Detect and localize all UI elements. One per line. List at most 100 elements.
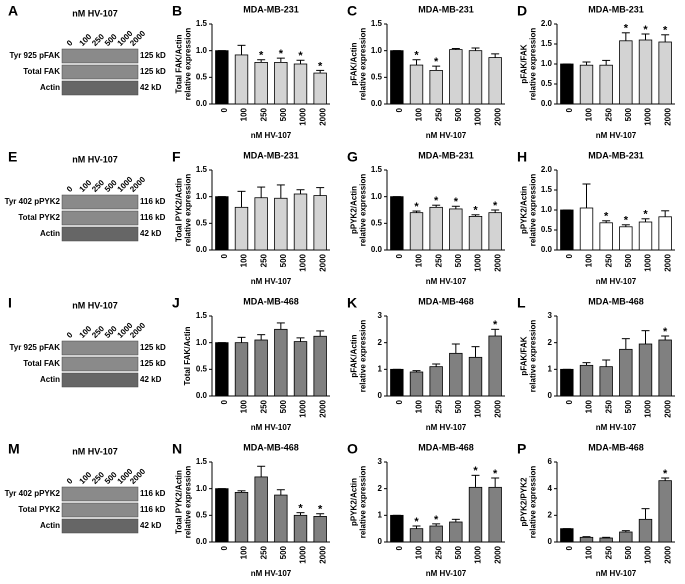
blot-size: 42 kD xyxy=(140,83,162,92)
y-tick-label: 1.5 xyxy=(541,39,553,48)
bar xyxy=(658,216,672,251)
significance-mark: * xyxy=(434,514,439,526)
significance-mark: * xyxy=(643,24,648,36)
x-tick-label: 250 xyxy=(434,399,443,413)
panel-label: D xyxy=(517,3,527,19)
panel-label: E xyxy=(8,149,17,165)
bar xyxy=(560,63,574,105)
chart-title: MDA-MB-468 xyxy=(418,442,474,452)
bar xyxy=(429,366,443,397)
significance-mark: * xyxy=(643,209,648,221)
x-axis-label: nM HV-107 xyxy=(426,569,467,578)
blot-header: nM HV-107 xyxy=(72,446,118,456)
panel-label: G xyxy=(347,149,358,165)
x-tick-label: 0 xyxy=(395,545,404,550)
chart-title: MDA-MB-231 xyxy=(243,4,299,14)
significance-mark: * xyxy=(624,23,629,35)
lane-label: 2000 xyxy=(128,29,147,48)
blot-band xyxy=(61,486,139,502)
bar xyxy=(390,368,404,397)
blot-size: 42 kD xyxy=(140,229,162,238)
blot-band xyxy=(61,372,139,388)
x-tick-label: 500 xyxy=(454,253,463,267)
bar xyxy=(409,212,424,251)
y-axis-label: Total FAK/Actin xyxy=(183,326,192,385)
y-tick-label: 1.0 xyxy=(196,484,208,493)
bar xyxy=(658,41,672,105)
bar xyxy=(560,368,574,397)
significance-mark: * xyxy=(663,326,668,338)
bar xyxy=(599,222,613,251)
bar xyxy=(390,50,404,105)
x-tick-label: 1000 xyxy=(644,545,653,563)
blot-band xyxy=(61,502,139,518)
x-tick-label: 100 xyxy=(240,107,249,121)
bar xyxy=(579,207,594,251)
bar xyxy=(449,521,463,543)
bar xyxy=(579,536,594,543)
y-tick-label: 0.0 xyxy=(371,245,383,254)
bar xyxy=(313,335,327,397)
bar xyxy=(488,212,502,251)
bar xyxy=(409,528,424,543)
chart-title: MDA-MB-231 xyxy=(243,150,299,160)
x-tick-label: 100 xyxy=(415,545,424,559)
x-axis-label: nM HV-107 xyxy=(596,569,637,578)
y-tick-label: 1.5 xyxy=(196,19,208,28)
panel-label: H xyxy=(517,149,527,165)
y-axis-label: Total PYK2/Actin xyxy=(175,470,184,534)
y-axis-label: relative expression xyxy=(359,174,368,247)
chart-title: MDA-MB-468 xyxy=(588,296,644,306)
significance-mark: * xyxy=(493,468,498,480)
x-tick-label: 0 xyxy=(220,107,229,112)
x-tick-label: 500 xyxy=(624,399,633,413)
significance-mark: * xyxy=(259,50,264,62)
x-tick-label: 0 xyxy=(395,107,404,112)
y-axis-label: relative expression xyxy=(184,466,193,539)
lane-label: 2000 xyxy=(128,175,147,194)
blot-band xyxy=(61,226,139,242)
y-tick-label: 0.0 xyxy=(541,99,553,108)
panel-label: O xyxy=(347,441,358,457)
bar xyxy=(638,343,653,397)
panel-label: A xyxy=(8,3,18,19)
y-axis-label: relative expression xyxy=(359,466,368,539)
bar xyxy=(449,208,463,251)
panel-label: F xyxy=(172,149,181,165)
x-tick-label: 250 xyxy=(434,107,443,121)
significance-mark: * xyxy=(414,50,419,62)
x-tick-label: 100 xyxy=(585,545,594,559)
y-axis-label: pPYK2/Actin xyxy=(350,186,359,234)
x-axis-label: nM HV-107 xyxy=(596,277,637,286)
y-axis-label: pFAK/Actin xyxy=(350,42,359,85)
panel-label: L xyxy=(517,295,526,311)
y-tick-label: 2 xyxy=(378,484,383,493)
panel-label: N xyxy=(172,441,182,457)
y-tick-label: 0.0 xyxy=(196,537,208,546)
lane-label: 0 xyxy=(65,38,75,48)
significance-mark: * xyxy=(279,48,284,60)
bar xyxy=(390,514,404,543)
blot-row-label: Tyr 402 pPYK2 xyxy=(5,489,61,498)
blot-row-label: Total PYK2 xyxy=(18,213,60,222)
y-tick-label: 2 xyxy=(548,510,553,519)
y-axis-label: Total FAK/Actin xyxy=(175,34,184,93)
y-tick-label: 0.5 xyxy=(541,225,553,234)
y-axis-label: relative expression xyxy=(529,28,538,101)
bar xyxy=(468,356,483,397)
x-tick-label: 100 xyxy=(415,253,424,267)
x-tick-label: 100 xyxy=(585,253,594,267)
panel-label: J xyxy=(172,295,180,311)
x-tick-label: 250 xyxy=(604,253,613,267)
y-tick-label: 1.0 xyxy=(196,46,208,55)
x-tick-label: 0 xyxy=(220,399,229,404)
y-tick-label: 1.5 xyxy=(196,165,208,174)
x-tick-label: 500 xyxy=(624,107,633,121)
y-tick-label: 3 xyxy=(378,311,383,320)
blot-size: 116 kD xyxy=(140,489,166,498)
panel-label: C xyxy=(347,3,357,19)
bar xyxy=(658,480,672,543)
y-tick-label: 3 xyxy=(548,311,553,320)
panel-label: P xyxy=(517,441,526,457)
significance-mark: * xyxy=(298,50,303,62)
